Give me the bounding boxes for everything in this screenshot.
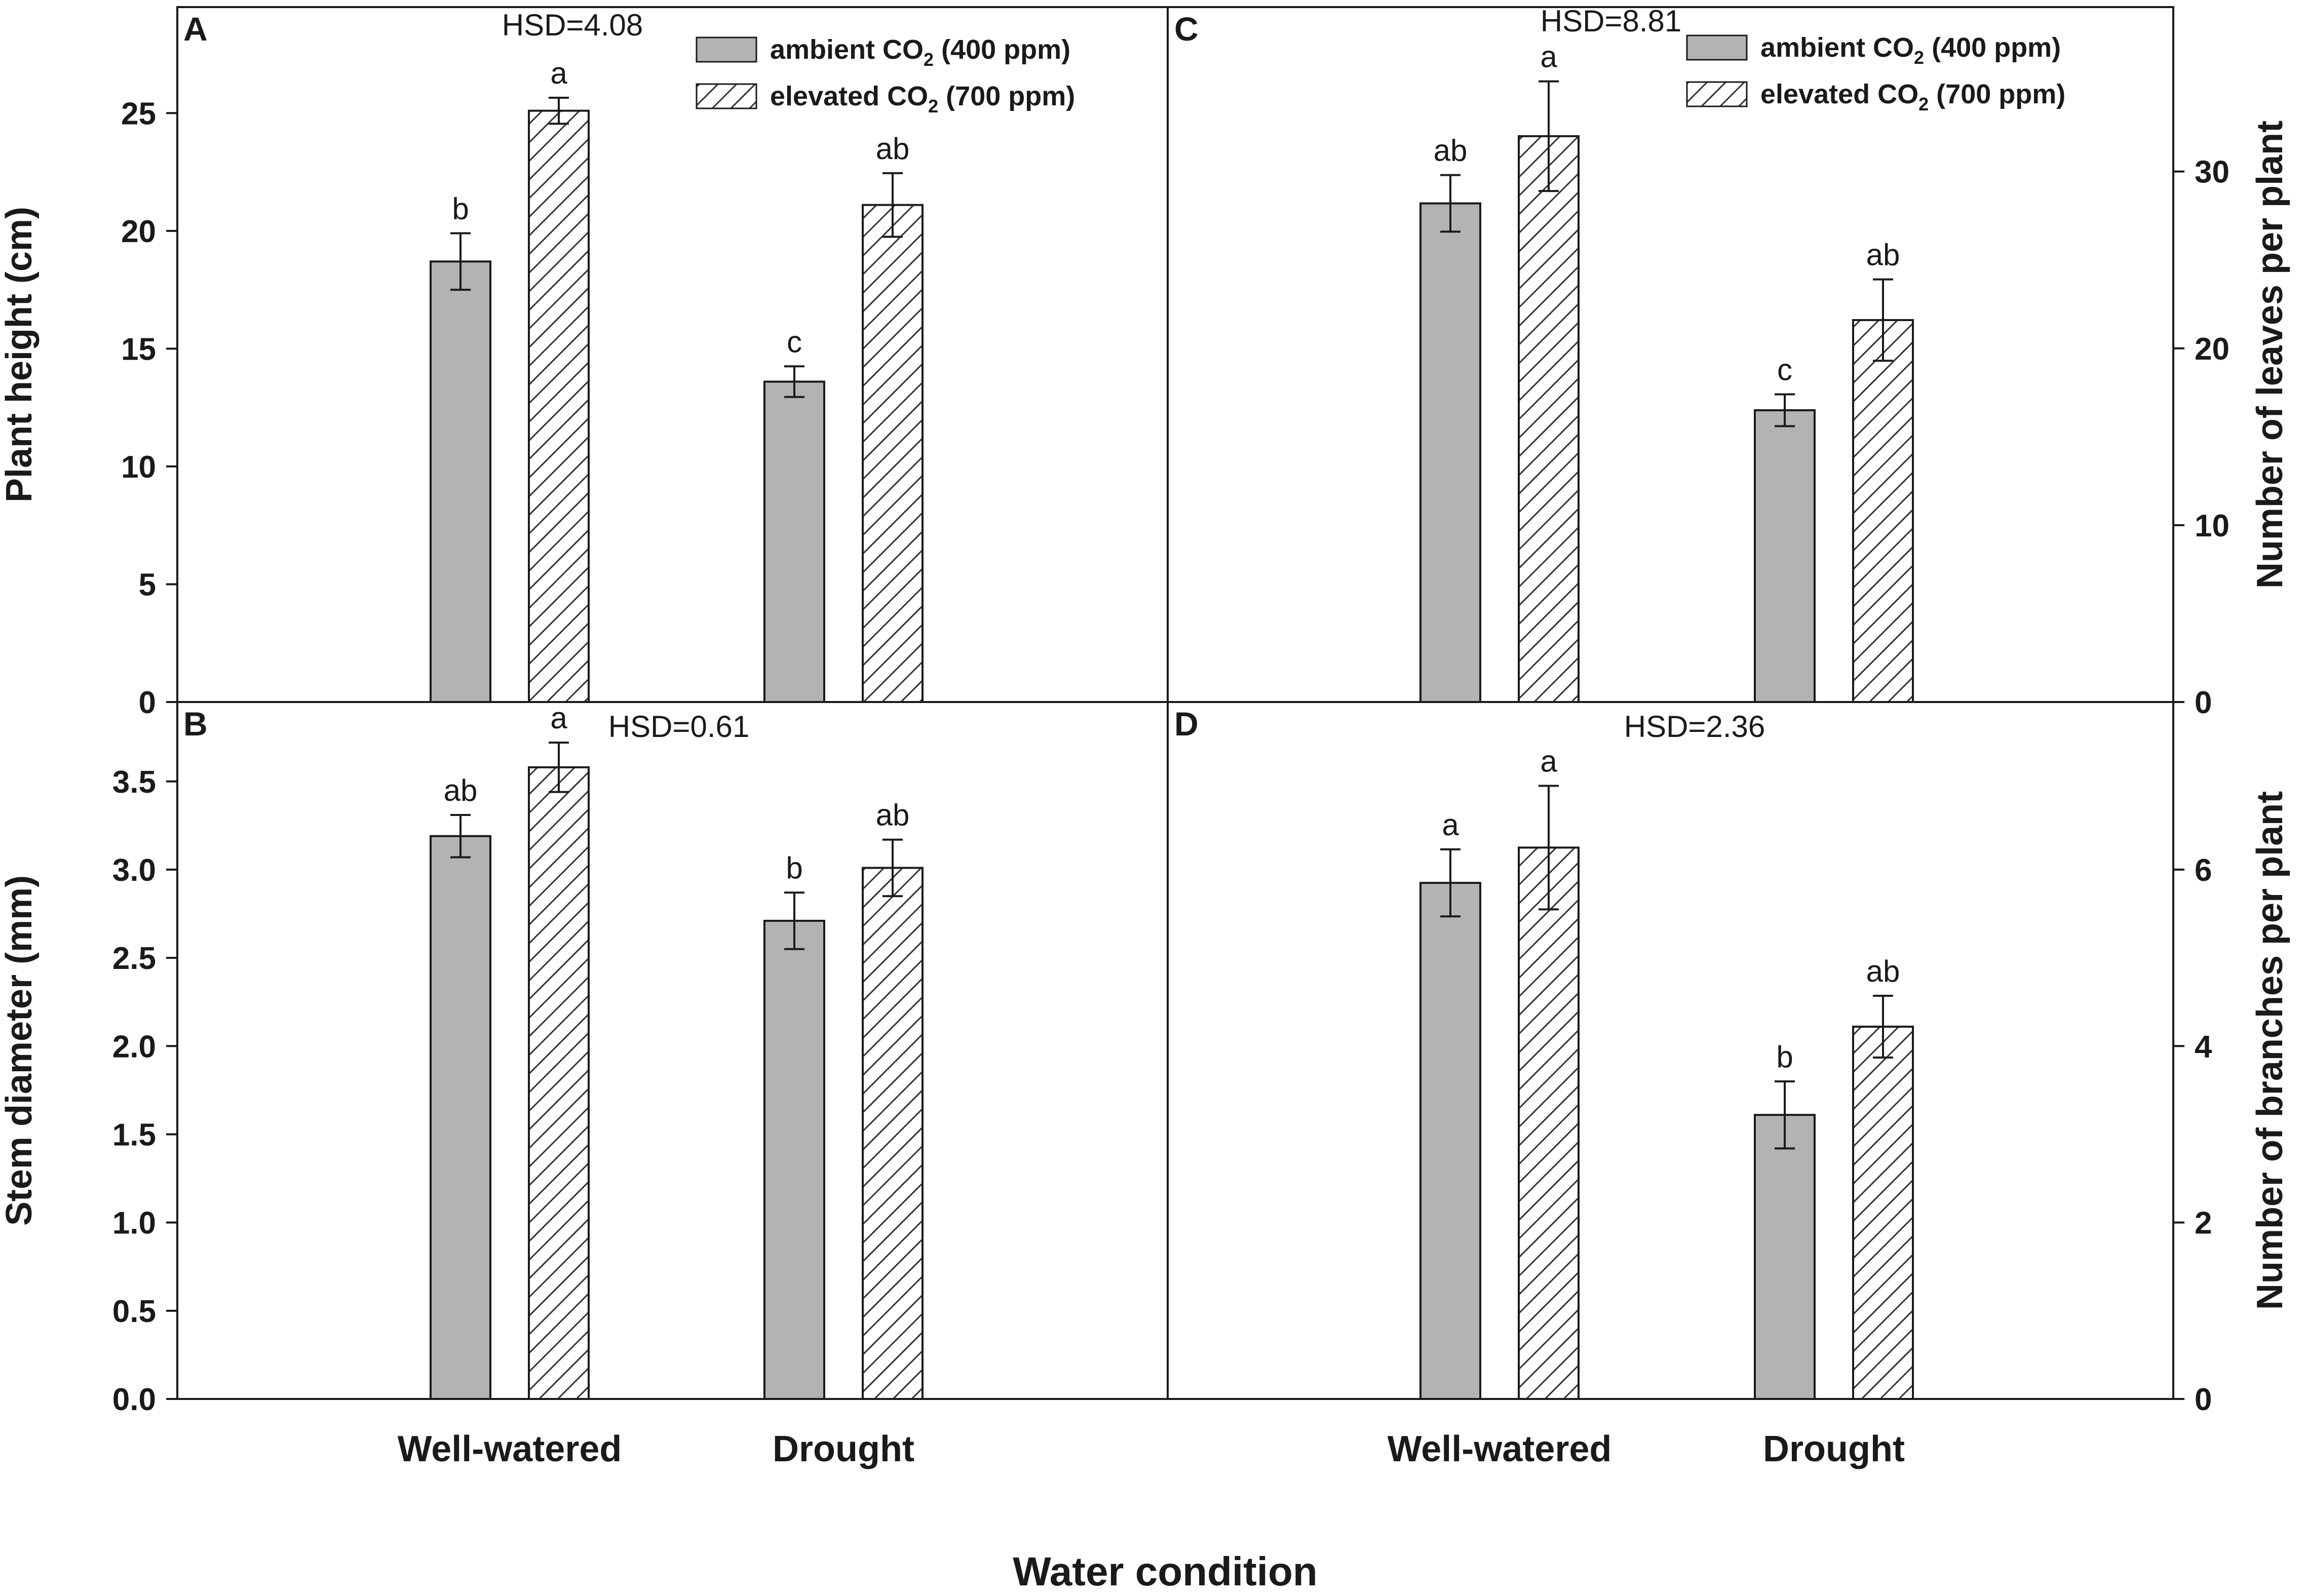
legend-item-elevated: elevated CO2 (700 ppm): [696, 81, 1075, 116]
y-tick-label: 1.5: [112, 1117, 156, 1152]
y-tick-label: 25: [121, 96, 156, 131]
significance-letter: b: [786, 851, 802, 885]
y-tick-label: 5: [139, 567, 156, 602]
significance-letter: a: [1540, 744, 1557, 778]
y-axis-title: Stem diameter (mm): [0, 875, 40, 1226]
bar-ambient: [763, 919, 825, 1400]
bar-elevated: [1852, 1025, 1914, 1400]
x-category-label: Drought: [773, 1429, 914, 1469]
panel-letter: D: [1174, 705, 1199, 743]
panel-a: A HSD=4.08 0 5 10 15 20 25 Plant height (cm) b c a a…: [0, 6, 1169, 720]
significance-letter: a: [550, 701, 567, 735]
legend-swatch: [696, 36, 757, 63]
legend-item-ambient: ambient CO2 (400 ppm): [696, 34, 1070, 70]
hsd-label: HSD=4.08: [502, 8, 643, 42]
bar-elevated: [862, 204, 924, 703]
significance-letter: b: [452, 191, 469, 225]
x-category-label: Well-watered: [1388, 1429, 1612, 1469]
panel-letter: A: [183, 10, 208, 48]
x-category-label: Drought: [1763, 1429, 1905, 1469]
bar-elevated: [528, 766, 590, 1400]
significance-letter: c: [1777, 353, 1792, 387]
hsd-label: HSD=8.81: [1541, 4, 1682, 38]
y-tick-label: 3.0: [112, 853, 156, 888]
significance-letter: a: [1540, 40, 1557, 74]
bar-ambient: [430, 260, 491, 703]
bar-ambient: [763, 380, 825, 703]
significance-letter: a: [550, 56, 567, 90]
significance-letter: ab: [1866, 954, 1900, 988]
y-tick-label: 0: [2195, 685, 2212, 720]
legend-swatch: [1686, 81, 1748, 107]
significance-letter: ab: [1866, 238, 1900, 272]
significance-letter: ab: [1434, 134, 1468, 168]
legend-item-ambient: ambient CO2 (400 ppm): [1686, 32, 2061, 68]
legend-label: elevated CO2 (700 ppm): [770, 81, 1075, 116]
significance-letter: a: [1442, 808, 1459, 842]
y-tick-label: 0.0: [112, 1382, 156, 1417]
significance-letter: ab: [876, 132, 910, 166]
plot-frame: [1167, 6, 2174, 703]
y-tick-label: 1.0: [112, 1206, 156, 1241]
bar-elevated: [1852, 319, 1914, 703]
bar-ambient: [430, 835, 491, 1400]
significance-letter: ab: [444, 773, 478, 807]
bar-ambient: [1754, 1114, 1816, 1400]
y-tick-label: 2.0: [112, 1029, 156, 1064]
y-tick-label: 10: [2195, 509, 2230, 543]
panel-letter: C: [1174, 10, 1199, 48]
y-tick-label: 0.5: [112, 1294, 156, 1329]
y-tick-label: 20: [2195, 332, 2230, 367]
hsd-label: HSD=0.61: [608, 710, 750, 744]
legend-label: ambient CO2 (400 ppm): [770, 34, 1070, 70]
bar-ambient: [1419, 202, 1481, 703]
y-tick-label: 10: [121, 450, 156, 485]
legend-swatch: [696, 83, 757, 109]
y-axis-title: Number of leaves per plant: [2250, 121, 2290, 589]
significance-letter: c: [787, 325, 802, 359]
panel-d: D HSD=2.36 0 2 4 6 Number of branches per plan…: [1167, 701, 2290, 1469]
y-axis-title: Number of branches per plant: [2250, 791, 2290, 1310]
bar-elevated: [1518, 135, 1580, 704]
legend-label: ambient CO2 (400 ppm): [1760, 32, 2061, 68]
panel-letter: B: [183, 705, 208, 743]
y-tick-label: 4: [2195, 1029, 2212, 1064]
panel-b: B HSD=0.61 0.0 0.5 1.0 1.5 2.0 2.5 3.0 3.5 Stem di…: [0, 701, 1169, 1469]
y-tick-label: 2.5: [112, 941, 156, 976]
y-tick-label: 0: [139, 685, 156, 720]
hsd-label: HSD=2.36: [1624, 710, 1765, 744]
bar-elevated: [862, 867, 924, 1400]
x-axis-title: Water condition: [1013, 1549, 1317, 1594]
legend-swatch: [1686, 34, 1748, 61]
bar-ambient: [1419, 882, 1481, 1400]
bar-ambient: [1754, 409, 1816, 703]
y-tick-label: 6: [2195, 853, 2212, 888]
significance-letter: b: [1776, 1040, 1793, 1074]
y-tick-label: 2: [2195, 1206, 2212, 1241]
legend-label: elevated CO2 (700 ppm): [1760, 79, 2065, 114]
bar-elevated: [1518, 846, 1580, 1400]
legend-item-elevated: elevated CO2 (700 ppm): [1686, 79, 2065, 114]
y-tick-label: 3.5: [112, 765, 156, 800]
y-tick-label: 0: [2195, 1382, 2212, 1417]
y-tick-label: 30: [2195, 155, 2230, 190]
y-tick-label: 15: [121, 332, 156, 367]
panel-c: C HSD=8.81 0 10 20 30 Number of leaves per pla…: [1167, 4, 2290, 720]
plot-frame: [176, 701, 1169, 1400]
bar-elevated: [528, 109, 590, 703]
significance-letter: ab: [876, 798, 910, 832]
y-axis-title: Plant height (cm): [0, 207, 40, 502]
plot-frame: [1167, 701, 2174, 1400]
x-category-label: Well-watered: [398, 1429, 622, 1469]
y-tick-label: 20: [121, 214, 156, 249]
